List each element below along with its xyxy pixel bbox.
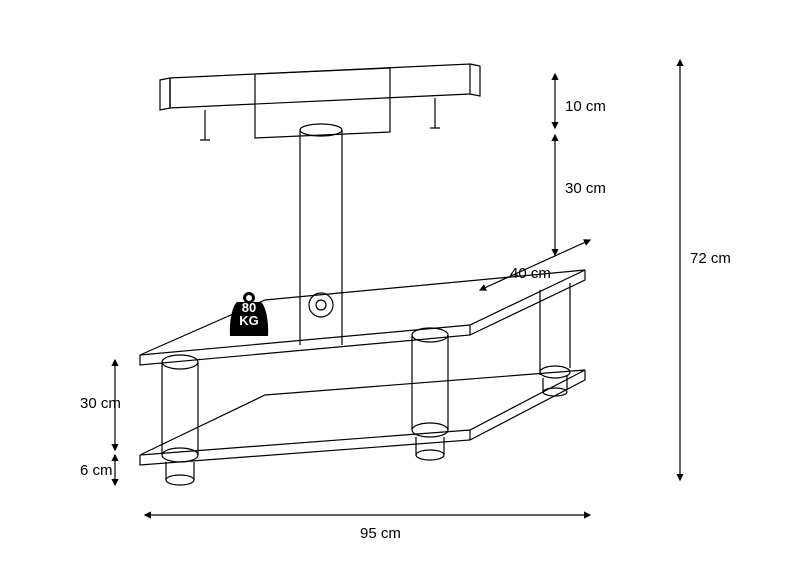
diagram-stage: 72 cm 10 cm 30 cm 40 cm 30 cm 6 cm 95 cm… — [0, 0, 786, 587]
diagram-svg — [0, 0, 786, 587]
weight-unit: KG — [239, 314, 259, 327]
top-shelf — [140, 270, 585, 365]
rear-column — [300, 124, 342, 345]
label-depth: 40 cm — [510, 265, 551, 282]
label-total-height: 72 cm — [690, 250, 731, 267]
weight-badge: 80 KG — [225, 290, 273, 338]
bottom-shelf — [140, 370, 585, 465]
legs — [162, 283, 570, 485]
tv-bracket — [160, 64, 480, 140]
label-width: 95 cm — [360, 525, 401, 542]
cable-grommet-icon — [309, 293, 333, 317]
label-foot-height: 6 cm — [80, 462, 113, 479]
label-bracket-top: 10 cm — [565, 98, 606, 115]
label-bracket-gap: 30 cm — [565, 180, 606, 197]
label-shelf-height: 30 cm — [80, 395, 121, 412]
